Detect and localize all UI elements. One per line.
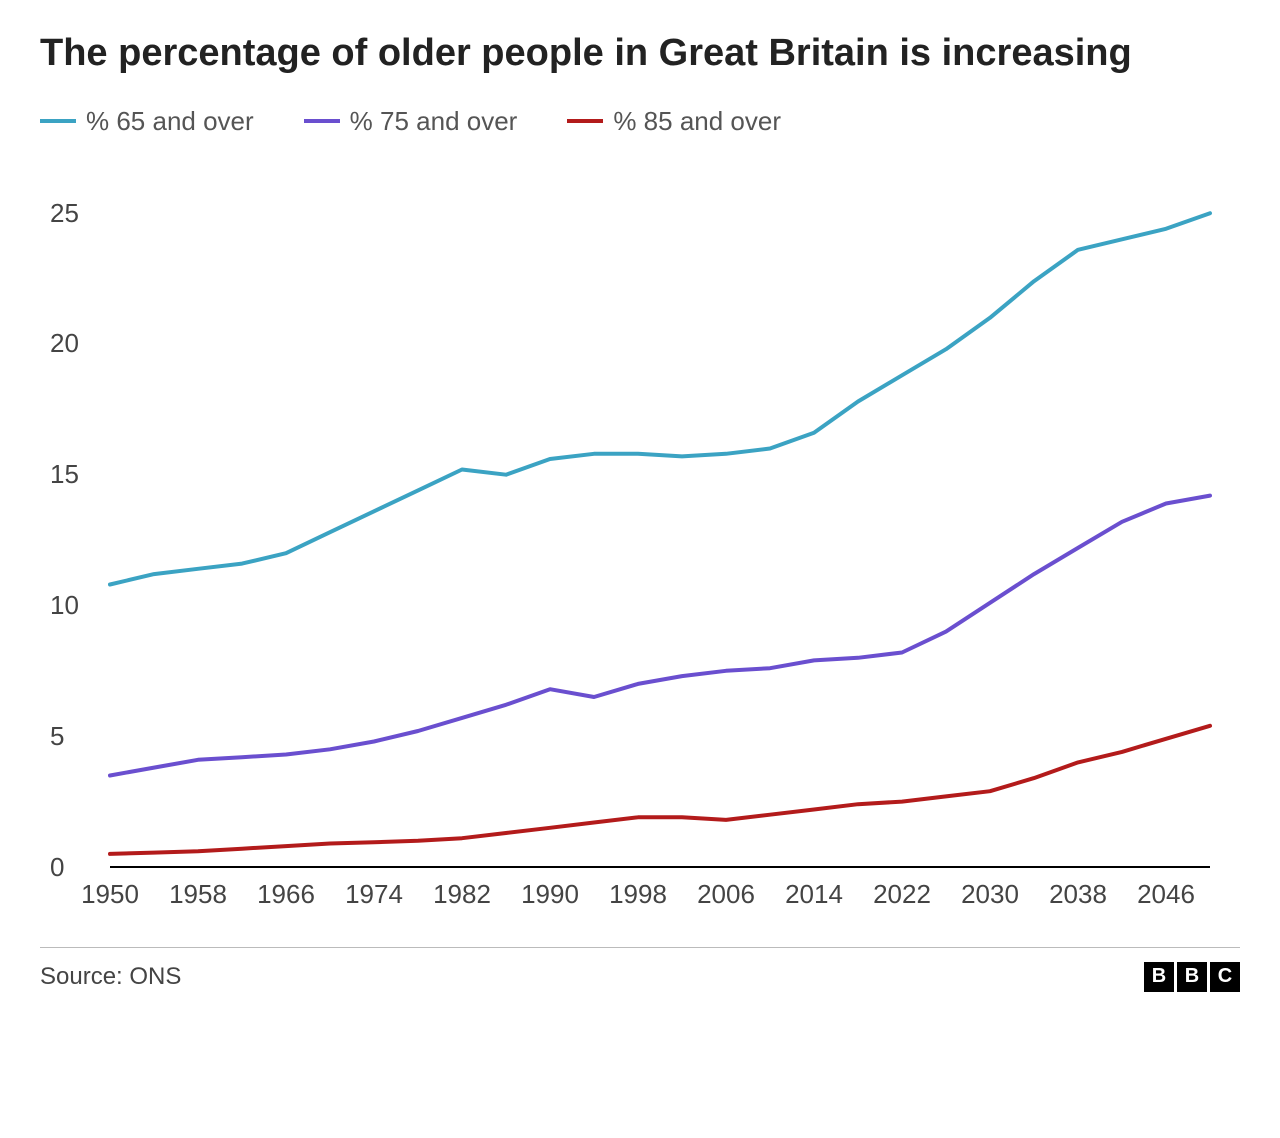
x-tick-label: 1998 xyxy=(609,879,667,910)
x-tick-label: 2038 xyxy=(1049,879,1107,910)
x-tick-label: 2022 xyxy=(873,879,931,910)
chart-footer: Source: ONS B B C xyxy=(40,947,1240,992)
series-line xyxy=(110,725,1210,853)
chart-title: The percentage of older people in Great … xyxy=(40,30,1240,78)
y-tick-label: 10 xyxy=(50,590,79,621)
x-tick-label: 1974 xyxy=(345,879,403,910)
y-tick-label: 0 xyxy=(50,852,64,883)
legend-item: % 65 and over xyxy=(40,106,254,137)
x-tick-label: 1990 xyxy=(521,879,579,910)
x-tick-label: 2046 xyxy=(1137,879,1195,910)
bbc-logo-block: B xyxy=(1177,962,1207,992)
legend: % 65 and over % 75 and over % 85 and over xyxy=(40,106,1240,137)
bbc-logo-block: B xyxy=(1144,962,1174,992)
x-tick-label: 2030 xyxy=(961,879,1019,910)
x-tick-label: 2006 xyxy=(697,879,755,910)
plot-area: 0 5 10 15 20 25 1950 1958 1966 1974 1982 1990 1998 20… xyxy=(40,167,1220,927)
x-tick-label: 1958 xyxy=(169,879,227,910)
y-tick-label: 20 xyxy=(50,328,79,359)
legend-swatch xyxy=(304,119,340,123)
legend-swatch xyxy=(40,119,76,123)
legend-swatch xyxy=(567,119,603,123)
y-tick-label: 25 xyxy=(50,198,79,229)
legend-item: % 75 and over xyxy=(304,106,518,137)
x-tick-label: 1950 xyxy=(81,879,139,910)
x-tick-label: 1982 xyxy=(433,879,491,910)
legend-item: % 85 and over xyxy=(567,106,781,137)
bbc-logo: B B C xyxy=(1144,962,1240,992)
legend-label: % 75 and over xyxy=(350,106,518,137)
legend-label: % 65 and over xyxy=(86,106,254,137)
series-line xyxy=(110,495,1210,775)
bbc-logo-block: C xyxy=(1210,962,1240,992)
x-tick-label: 2014 xyxy=(785,879,843,910)
x-tick-label: 1966 xyxy=(257,879,315,910)
source-text: Source: ONS xyxy=(40,963,181,991)
chart-container: The percentage of older people in Great … xyxy=(0,0,1280,1138)
y-tick-label: 15 xyxy=(50,459,79,490)
line-chart-svg xyxy=(40,167,1220,927)
y-tick-label: 5 xyxy=(50,721,64,752)
legend-label: % 85 and over xyxy=(613,106,781,137)
series-line xyxy=(110,213,1210,584)
